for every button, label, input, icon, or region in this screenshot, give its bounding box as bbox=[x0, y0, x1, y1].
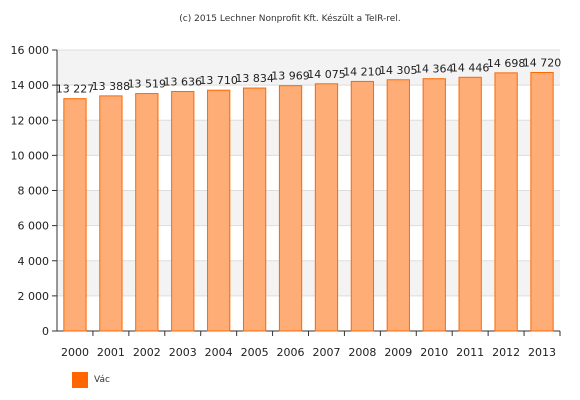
legend: Vác bbox=[72, 372, 110, 388]
x-tick-label: 2013 bbox=[528, 346, 556, 359]
bar bbox=[135, 93, 159, 332]
y-tick-label: 4 000 bbox=[18, 255, 50, 268]
x-tick-label: 2004 bbox=[205, 346, 233, 359]
bar bbox=[350, 80, 375, 332]
y-tick-label: 8 000 bbox=[18, 185, 50, 198]
bar bbox=[494, 72, 518, 332]
chart-credit: (c) 2015 Lechner Nonprofit Kft. Készült … bbox=[179, 14, 401, 24]
x-tick-label: 2009 bbox=[384, 346, 412, 359]
bar bbox=[99, 95, 123, 332]
data-label: 14 075 bbox=[307, 68, 346, 81]
legend-label: Vác bbox=[94, 375, 110, 385]
x-tick-label: 2011 bbox=[456, 346, 484, 359]
data-label: 14 305 bbox=[379, 64, 418, 77]
x-tick-label: 2010 bbox=[420, 346, 448, 359]
data-label: 14 364 bbox=[415, 63, 454, 76]
y-tick-label: 10 000 bbox=[11, 149, 50, 162]
bar bbox=[242, 87, 267, 332]
x-tick-label: 2003 bbox=[169, 346, 197, 359]
data-label: 13 710 bbox=[199, 74, 238, 87]
data-label: 13 636 bbox=[164, 76, 203, 89]
bar bbox=[63, 98, 87, 332]
x-tick-label: 2005 bbox=[241, 346, 269, 359]
y-tick-label: 16 000 bbox=[11, 44, 50, 57]
bar bbox=[314, 83, 339, 332]
bar bbox=[422, 78, 446, 332]
data-label: 14 720 bbox=[523, 56, 562, 69]
legend-swatch bbox=[72, 372, 88, 388]
x-tick-label: 2007 bbox=[312, 346, 340, 359]
x-tick-label: 2002 bbox=[133, 346, 161, 359]
bar bbox=[530, 71, 554, 332]
y-tick-label: 12 000 bbox=[11, 114, 50, 127]
bar bbox=[458, 76, 482, 332]
bar bbox=[207, 89, 231, 332]
data-label: 13 969 bbox=[271, 70, 310, 83]
data-label: 14 698 bbox=[487, 57, 526, 70]
data-label: 13 388 bbox=[92, 80, 131, 93]
y-tick-label: 0 bbox=[42, 325, 49, 338]
y-tick-label: 14 000 bbox=[11, 79, 50, 92]
x-tick-label: 2012 bbox=[492, 346, 520, 359]
data-label: 13 519 bbox=[128, 78, 167, 91]
data-label: 14 210 bbox=[343, 65, 382, 78]
y-tick-label: 2 000 bbox=[18, 290, 50, 303]
grid-band bbox=[57, 120, 560, 156]
data-label: 13 834 bbox=[235, 72, 274, 85]
bar bbox=[278, 85, 303, 332]
grid-band bbox=[57, 190, 560, 226]
y-tick-label: 6 000 bbox=[18, 220, 50, 233]
x-tick-label: 2006 bbox=[277, 346, 305, 359]
data-label: 13 227 bbox=[56, 83, 95, 96]
grid-band bbox=[57, 260, 560, 296]
x-tick-label: 2001 bbox=[97, 346, 125, 359]
x-tick-label: 2008 bbox=[348, 346, 376, 359]
x-tick-label: 2000 bbox=[61, 346, 89, 359]
data-label: 14 446 bbox=[451, 61, 490, 74]
bar bbox=[171, 91, 195, 332]
bar bbox=[386, 79, 410, 332]
